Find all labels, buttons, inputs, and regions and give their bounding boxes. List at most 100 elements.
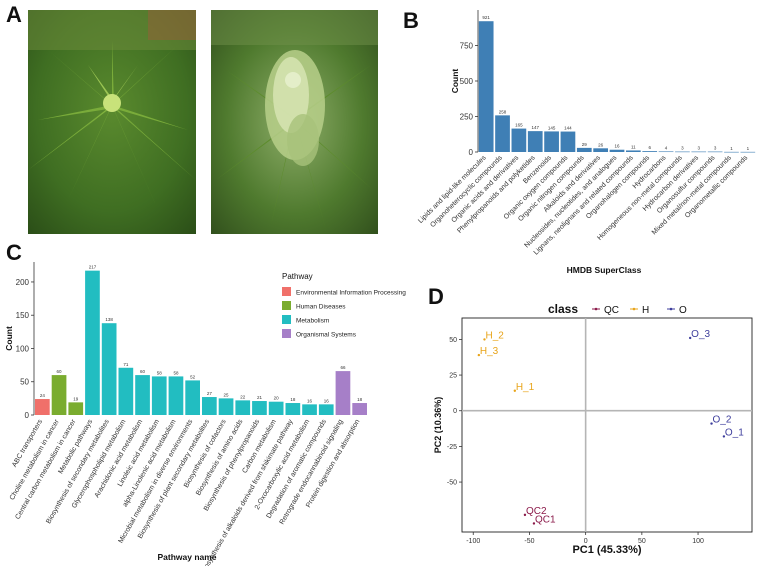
bar-value-label: 3 — [698, 146, 701, 151]
bar-value-label: 60 — [57, 369, 63, 374]
plot-border — [461, 317, 753, 533]
bar — [658, 151, 674, 153]
legend-label: Human Diseases — [296, 304, 346, 311]
bar-value-label: 26 — [598, 142, 604, 147]
bar — [318, 404, 334, 415]
bar-value-label: 18 — [290, 397, 296, 402]
data-point — [532, 522, 536, 525]
bar-value-label: 1 — [730, 146, 733, 151]
bar-value-label: 921 — [482, 15, 490, 20]
bar — [68, 402, 84, 415]
bar — [527, 131, 543, 152]
bar — [675, 151, 690, 153]
bar — [85, 270, 100, 415]
legend-label: O — [679, 305, 687, 316]
legend-swatch — [282, 315, 291, 324]
x-tick-label: 50 — [638, 538, 646, 545]
y-tick-label: 250 — [460, 113, 474, 122]
panel-label-a: A — [6, 2, 22, 27]
point-label: O_3 — [691, 329, 710, 340]
bar-value-label: 71 — [123, 362, 129, 367]
bar-value-label: 11 — [631, 144, 636, 149]
y-tick-label: -50 — [447, 480, 457, 487]
bar — [707, 151, 723, 153]
point-label: H_1 — [516, 382, 535, 393]
bar-value-label: 58 — [157, 370, 163, 375]
x-axis-title: HMDB SuperClass — [567, 265, 642, 275]
bar — [235, 400, 251, 415]
data-point — [483, 338, 486, 341]
point-label: O_1 — [725, 427, 744, 438]
bar-value-label: 27 — [207, 391, 213, 396]
bar — [544, 131, 559, 152]
legend-label: H — [642, 305, 649, 316]
x-axis-title: Pathway name — [157, 552, 216, 562]
panel-label-b: B — [403, 8, 419, 33]
bar — [35, 399, 50, 415]
legend-key-point — [594, 307, 598, 311]
bar-value-label: 3 — [681, 146, 684, 151]
y-tick-label: -25 — [447, 444, 457, 451]
bar-value-label: 66 — [340, 365, 346, 370]
bar — [724, 151, 739, 153]
x-tick-label: 0 — [584, 538, 588, 545]
legend-swatch — [282, 301, 291, 310]
data-point — [513, 389, 517, 392]
legend-title: class — [548, 302, 578, 316]
panel-label-d: D — [428, 284, 444, 309]
bar — [478, 21, 494, 152]
data-point — [523, 513, 527, 517]
data-point — [722, 435, 726, 438]
y-axis-title: Count — [450, 69, 460, 94]
y-tick-label: 0 — [469, 148, 474, 157]
y-axis-title: PC2 (10.36%) — [433, 397, 443, 454]
bar — [511, 128, 527, 152]
point-label: H_2 — [485, 330, 504, 341]
panel-label-c: C — [6, 240, 22, 265]
legend-swatch — [282, 287, 291, 296]
x-tick-label: -50 — [524, 538, 534, 545]
point-label: O_2 — [713, 415, 732, 426]
bar-value-label: 20 — [274, 396, 280, 401]
bar — [268, 401, 284, 415]
cannabis-photo-right — [211, 10, 378, 234]
y-tick-label: 0 — [25, 411, 30, 420]
y-tick-label: 50 — [20, 378, 29, 387]
bar — [352, 403, 367, 415]
y-tick-label: 500 — [460, 77, 474, 86]
bar — [151, 376, 167, 415]
legend-swatch — [282, 329, 291, 338]
bar — [593, 148, 609, 152]
bar-value-label: 58 — [173, 370, 179, 375]
bar-value-label: 24 — [40, 393, 46, 398]
bar-value-label: 4 — [665, 145, 668, 150]
x-tick-label: -100 — [466, 538, 480, 545]
bar — [576, 147, 592, 152]
bar-value-label: 21 — [257, 395, 263, 400]
bar-value-label: 18 — [357, 397, 363, 402]
bar-value-label: 6 — [648, 145, 651, 150]
bar-value-label: 145 — [548, 125, 556, 130]
bar — [560, 131, 576, 152]
data-point — [477, 353, 481, 357]
legend-label: Environmental Information Processing — [296, 290, 406, 297]
bar — [740, 151, 756, 153]
bar — [218, 398, 234, 415]
y-tick-label: 25 — [449, 373, 457, 380]
legend-key-point — [669, 307, 673, 311]
point-label: QC2 — [526, 506, 547, 517]
bar-value-label: 16 — [614, 144, 620, 149]
x-tick-label: 100 — [692, 538, 704, 545]
data-point — [710, 422, 713, 425]
bar-value-label: 29 — [582, 142, 588, 147]
bar-value-label: 147 — [531, 125, 539, 130]
bar — [495, 115, 510, 152]
bar — [285, 403, 301, 415]
cannabis-photo-left — [28, 10, 196, 234]
bar-value-label: 3 — [714, 146, 717, 151]
legend-label: Metabolism — [296, 318, 329, 325]
bar — [691, 151, 707, 153]
